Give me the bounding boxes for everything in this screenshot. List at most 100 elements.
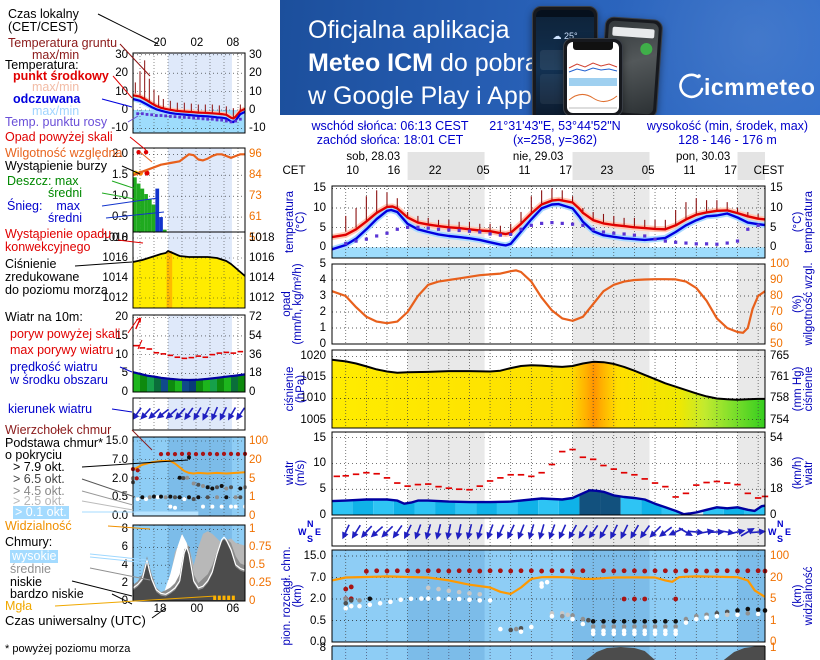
tick-label: 8 bbox=[121, 523, 128, 536]
tick-label: 20 bbox=[249, 453, 262, 466]
tick-label: 1.5 bbox=[112, 169, 128, 182]
y-title-temp-left: temperatura (°C) bbox=[284, 190, 307, 254]
tick-label: 06 bbox=[226, 603, 240, 615]
tick-label: 30 bbox=[249, 48, 262, 61]
legend-gust-max: max porywy wiatru bbox=[10, 343, 114, 357]
legend-feels-like: odczuwana bbox=[13, 92, 81, 106]
tick-label: 1 bbox=[319, 322, 326, 334]
tick-label: 5 bbox=[770, 593, 777, 605]
tick-label: 0 bbox=[770, 636, 777, 648]
legend-visibility: Widzialność bbox=[5, 519, 72, 533]
legend-panel: 20020830302020101000-10-102.0961.5841.07… bbox=[0, 0, 280, 660]
tick-label: 30 bbox=[115, 48, 128, 61]
tick-label: 6 bbox=[121, 541, 128, 554]
tick-label: 15 bbox=[115, 329, 128, 342]
legend-rain-mean: średni bbox=[48, 186, 83, 200]
tick-label: 1018 bbox=[249, 232, 275, 244]
tick-label: 0 bbox=[249, 595, 256, 607]
coordinates: 21°31'43"E, 53°44'52"N bbox=[489, 119, 621, 133]
tick-label: 5 bbox=[319, 258, 326, 270]
legend-local-time: Czas lokalny bbox=[8, 7, 79, 21]
tick-label: 10 bbox=[115, 348, 128, 361]
legend-cloud-base-1: Podstawa chmur* bbox=[5, 436, 103, 450]
tick-label: 0 bbox=[121, 595, 128, 607]
tick-label: 96 bbox=[249, 148, 262, 161]
tick-label: 761 bbox=[770, 371, 790, 384]
legend-cloud-base-2: o pokryciu bbox=[5, 448, 62, 462]
altitude-label: wysokość (min, środek, max) bbox=[646, 119, 809, 133]
y-title-precip-left: opad (mm/h, kg/m²/h) bbox=[281, 263, 304, 345]
tick-label: 0 bbox=[249, 104, 256, 116]
legend-okta-45: > 4.5 okt. bbox=[13, 484, 65, 498]
tick-label: 15 bbox=[770, 182, 783, 195]
legend-convective-1: Wystąpienie opadu bbox=[5, 227, 112, 241]
tick-label: 2.0 bbox=[310, 593, 326, 605]
tick-label: 1 bbox=[249, 491, 256, 504]
y-title-pressure-right: (mm Hg) ciśnienie bbox=[792, 366, 815, 412]
tick-label: 08 bbox=[226, 37, 240, 49]
tick-label: 1016 bbox=[102, 252, 128, 264]
tick-label: 2 bbox=[319, 306, 326, 318]
tick-label: 20 bbox=[115, 311, 128, 324]
legend-temp-maxmin: max/min bbox=[32, 80, 80, 94]
tick-label: 20 bbox=[770, 571, 783, 584]
tick-label: 50 bbox=[249, 232, 262, 244]
date-label: sob, 28.03 bbox=[346, 151, 401, 163]
promo-banner[interactable]: Oficjalna aplikacja Meteo ICM do pobrani… bbox=[280, 0, 820, 115]
legend-okta-01: > 0.1 okt. bbox=[13, 505, 69, 519]
hour-label: 05 bbox=[641, 165, 655, 177]
tick-label: 20 bbox=[115, 67, 128, 80]
legend-wind-dir: kierunek wiatru bbox=[8, 402, 93, 416]
legend-wind-speed-1: prędkość wiatru bbox=[10, 360, 98, 374]
tick-label: 100 bbox=[770, 550, 790, 562]
logo-wordmark: icmmeteo bbox=[704, 73, 816, 100]
legend-snow-mean: średni bbox=[48, 211, 83, 225]
tick-label: 0 bbox=[249, 386, 256, 398]
tick-label: 100 bbox=[770, 258, 790, 270]
tick-label: 15 bbox=[313, 182, 326, 195]
legend-cloud-top: Wierzchołek chmur bbox=[5, 423, 112, 437]
tick-label: 0 bbox=[319, 241, 326, 254]
y-title-humidity-right: (%) wilgotność wzgl. bbox=[792, 262, 815, 346]
tick-label: 1005 bbox=[300, 413, 326, 426]
tick-label: 1015 bbox=[300, 371, 326, 384]
tick-label: 5 bbox=[770, 221, 777, 234]
tick-label: 15.0 bbox=[105, 435, 128, 447]
y-title-cloud-left: pion. rozciągł. chm. (km) bbox=[281, 546, 304, 646]
legend-wind-speed-2: w środku obszaru bbox=[10, 373, 108, 387]
tick-label: 36 bbox=[249, 348, 262, 361]
legend-okta-25: > 2.5 okt. bbox=[13, 494, 65, 508]
tick-label: 0.25 bbox=[249, 577, 272, 590]
legend-clouds-vlow: bardzo niskie bbox=[10, 587, 84, 601]
tick-label: 1 bbox=[770, 614, 777, 627]
tick-label: 90 bbox=[770, 274, 783, 286]
legend-fog: Mgła bbox=[5, 599, 33, 613]
tick-label: 0 bbox=[249, 510, 256, 522]
tick-label: 72 bbox=[249, 311, 262, 324]
tick-label: 1012 bbox=[249, 292, 275, 304]
tick-label: 10 bbox=[313, 457, 326, 470]
tick-label: 2.0 bbox=[112, 148, 128, 161]
hour-label: 11 bbox=[518, 165, 531, 177]
sunrise-info: wschód słońca: 06:13 CEST bbox=[311, 119, 469, 133]
tick-label: 0 bbox=[770, 509, 777, 521]
tick-label: 7.0 bbox=[112, 453, 128, 466]
legend-humidity: Wilgotność względna bbox=[5, 146, 123, 160]
location-info-bar: wschód słońca: 06:13 CEST zachód słońca:… bbox=[280, 115, 820, 150]
legend-okta-79: > 7.9 okt. bbox=[13, 460, 65, 474]
tick-label: 5 bbox=[249, 472, 256, 485]
tick-label: 0.75 bbox=[249, 541, 272, 554]
tick-label: 100 bbox=[249, 435, 269, 447]
tick-label: 3 bbox=[319, 290, 326, 302]
tick-label: 0.0 bbox=[310, 636, 326, 648]
tick-label: 15.0 bbox=[303, 550, 326, 562]
legend-clouds-high: wysokie bbox=[10, 549, 59, 563]
tick-label: 1018 bbox=[102, 232, 128, 244]
tick-label: 1020 bbox=[300, 350, 326, 363]
tick-label: 0 bbox=[121, 386, 128, 398]
tick-label: -10 bbox=[111, 122, 128, 135]
legend-clouds-mid: średnie bbox=[10, 562, 51, 576]
tick-label: 10 bbox=[770, 202, 783, 215]
hour-label: 05 bbox=[476, 165, 490, 177]
